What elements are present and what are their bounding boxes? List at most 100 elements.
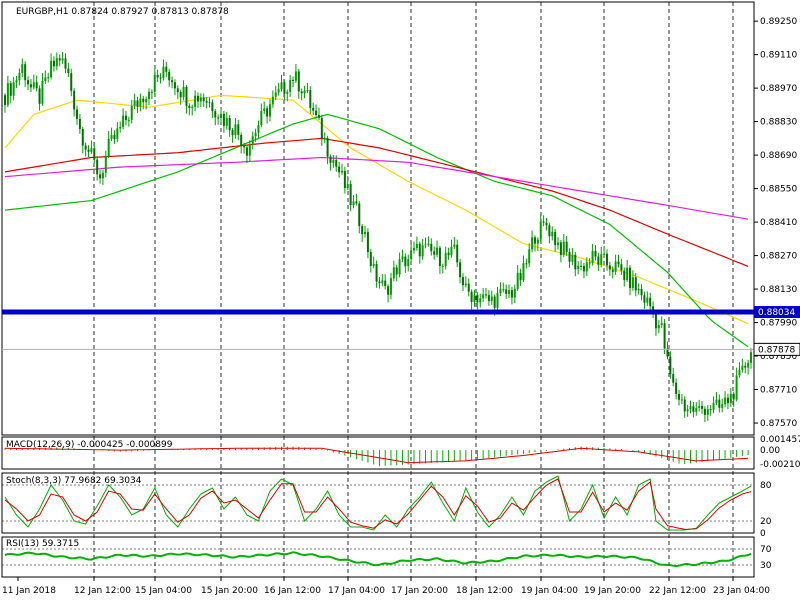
candle-body	[594, 250, 597, 257]
candle-body	[335, 159, 338, 167]
rsi-scale-label: 70	[760, 545, 772, 555]
candle-body	[76, 109, 79, 119]
stoch-scale-label: 20	[760, 517, 772, 527]
stoch-label: Stoch(8,3,3) 77.9682 69.3034	[6, 476, 142, 486]
candle-body	[487, 295, 490, 301]
candle-body	[585, 262, 588, 272]
candle-body	[384, 280, 387, 287]
rsi-panel: 70 30	[2, 545, 772, 571]
price-tick-label: 0.88830	[760, 118, 797, 128]
candle-body	[456, 244, 459, 263]
candle-body	[162, 66, 165, 78]
candle-body	[732, 393, 735, 400]
rsi-label: RSI(13) 59.3715	[6, 539, 79, 549]
candle-body	[15, 80, 18, 83]
candle-body	[349, 183, 352, 205]
time-tick-label: 22 Jan 12:00	[649, 586, 706, 596]
candle-body	[490, 296, 493, 301]
candle-body	[695, 407, 698, 412]
price-tick-label: 0.88970	[760, 84, 797, 94]
stoch-main-line	[4, 475, 752, 531]
candle-body	[283, 82, 286, 94]
candle-body	[680, 399, 683, 401]
candle-body	[104, 156, 107, 173]
candle-body	[401, 256, 404, 260]
candle-body	[268, 104, 271, 117]
rsi-line	[4, 551, 752, 568]
axis-labels: 0.89250 0.89110 0.88970 0.88830 0.88690 0.885…	[2, 17, 800, 596]
candle-body	[620, 264, 623, 271]
candle-body	[358, 203, 361, 227]
candle-body	[168, 71, 171, 81]
candle-body	[52, 60, 55, 67]
candle-body	[675, 382, 678, 394]
candle-body	[663, 323, 666, 349]
candle-body	[649, 297, 652, 307]
candle-body	[450, 246, 453, 256]
candle-body	[519, 272, 522, 281]
candle-body	[182, 86, 185, 98]
candle-body	[545, 222, 548, 226]
candle-body	[208, 102, 211, 104]
candle-body	[136, 100, 139, 107]
candle-body	[254, 132, 257, 137]
candle-body	[84, 145, 87, 150]
candle-body	[744, 365, 747, 368]
candle-body	[424, 244, 427, 246]
candle-body	[271, 96, 274, 105]
candle-body	[35, 82, 38, 89]
horizontal-levels	[2, 309, 754, 350]
candle-body	[73, 90, 76, 110]
candle-body	[629, 267, 632, 289]
candle-body	[47, 77, 50, 79]
candle-body	[9, 83, 12, 96]
stoch-scale-label: 80	[760, 481, 772, 491]
candle-body	[712, 402, 715, 410]
time-tick-label: 19 Jan 04:00	[521, 586, 578, 596]
candle-body	[21, 64, 24, 74]
candle-body	[600, 254, 603, 265]
candle-body	[222, 113, 225, 126]
panel-frame-1	[1, 436, 755, 470]
candle-body	[176, 88, 179, 93]
moving-average-line-3	[4, 156, 749, 220]
candle-body	[683, 399, 686, 412]
price-tick-label: 0.88690	[760, 151, 797, 161]
macd-label: MACD(12,26,9) -0.000425 -0.000899	[6, 440, 173, 450]
candle-body	[240, 134, 243, 147]
candle-body	[375, 264, 378, 282]
candle-body	[689, 406, 692, 410]
candle-body	[44, 77, 47, 82]
moving-average-line-1	[4, 113, 749, 348]
candle-body	[718, 399, 721, 408]
candle-body	[715, 399, 718, 403]
candle-body	[559, 242, 562, 255]
candle-body	[260, 111, 263, 126]
candle-body	[81, 128, 84, 146]
candle-body	[398, 259, 401, 275]
stoch-signal-line	[4, 478, 752, 530]
candle-body	[280, 82, 283, 90]
candle-body	[603, 253, 606, 255]
candle-body	[410, 250, 413, 260]
candle-body	[505, 289, 508, 294]
candle-body	[274, 92, 277, 97]
candle-body	[378, 281, 381, 284]
candle-body	[96, 159, 99, 175]
candle-body	[677, 393, 680, 400]
candle-body	[142, 98, 145, 103]
chart-header: EURGBP,H1 0.87824 0.87927 0.87813 0.8787…	[16, 7, 229, 17]
candle-body	[29, 84, 32, 88]
candle-body	[591, 250, 594, 263]
candle-body	[188, 105, 191, 108]
candle-body	[277, 89, 280, 93]
candle-body	[306, 90, 309, 92]
candle-body	[496, 293, 499, 308]
panel-frame-2	[1, 472, 755, 534]
candle-body	[470, 291, 473, 302]
candle-body	[459, 262, 462, 278]
candle-body	[415, 243, 418, 249]
candle-body	[441, 265, 444, 267]
